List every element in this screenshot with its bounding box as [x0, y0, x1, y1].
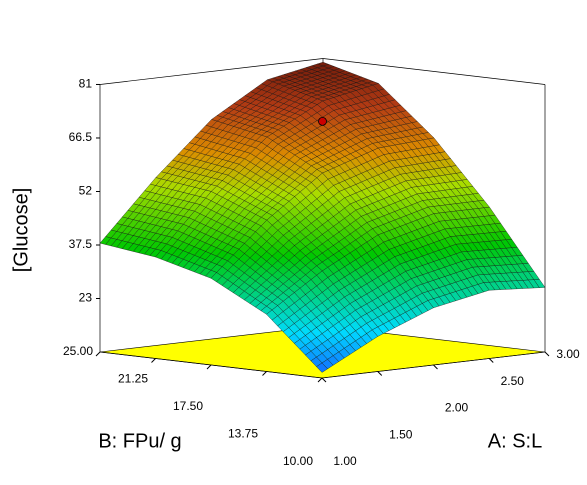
y-tick: [95, 351, 101, 357]
design-point: [318, 116, 327, 126]
x-tick: [321, 377, 327, 383]
surface-cell: [210, 219, 323, 315]
y-tick-label: 13.75: [228, 427, 258, 441]
x-axis-title: A: S:L: [488, 430, 542, 452]
box-edge: [99, 351, 323, 379]
z-tick-label: 23: [79, 291, 93, 305]
y-tick: [206, 364, 212, 370]
y-tick: [317, 377, 323, 383]
surface-cell: [266, 100, 379, 174]
y-tick-label: 21.25: [118, 372, 148, 386]
x-tick: [377, 371, 383, 376]
x-tick-label: 3.00: [556, 347, 580, 361]
surface-cell: [377, 213, 490, 309]
box-edge: [322, 58, 546, 85]
surface-cell: [266, 172, 379, 272]
surface-cell: [155, 191, 268, 279]
surface-cell: [322, 147, 435, 236]
surface-patch: [316, 362, 328, 373]
y-tick-label: 10.00: [283, 454, 313, 468]
surface-cell: [322, 83, 435, 149]
y-tick-label: 17.50: [173, 399, 203, 413]
z-tick-label: 52: [79, 184, 93, 198]
box-edge: [321, 351, 546, 379]
x-tick-label: 1.50: [389, 427, 413, 441]
z-axis-title: [Glucose]: [10, 188, 32, 272]
x-tick: [433, 364, 438, 370]
z-tick-label: 81: [79, 77, 93, 91]
y-tick: [262, 371, 267, 376]
x-tick-label: 2.50: [501, 374, 525, 388]
x-tick-label: 1.00: [333, 454, 357, 468]
surface-cell: [99, 177, 212, 258]
y-tick-label: 25.00: [63, 344, 93, 358]
surface-cell: [266, 270, 379, 373]
box-edge: [99, 58, 324, 85]
x-tick: [488, 358, 494, 363]
z-tick-label: 66.5: [69, 130, 93, 144]
surface-cell: [433, 206, 546, 291]
surface-cell: [210, 136, 323, 221]
surface-cell: [211, 79, 324, 138]
y-axis-title: B: FPu/ g: [98, 430, 181, 452]
surface-cell: [155, 119, 268, 192]
y-tick: [151, 358, 156, 363]
x-tick: [544, 351, 550, 357]
surface-cell: [321, 234, 434, 337]
x-tick-label: 2.00: [445, 401, 469, 415]
z-tick-label: 37.5: [69, 237, 93, 251]
